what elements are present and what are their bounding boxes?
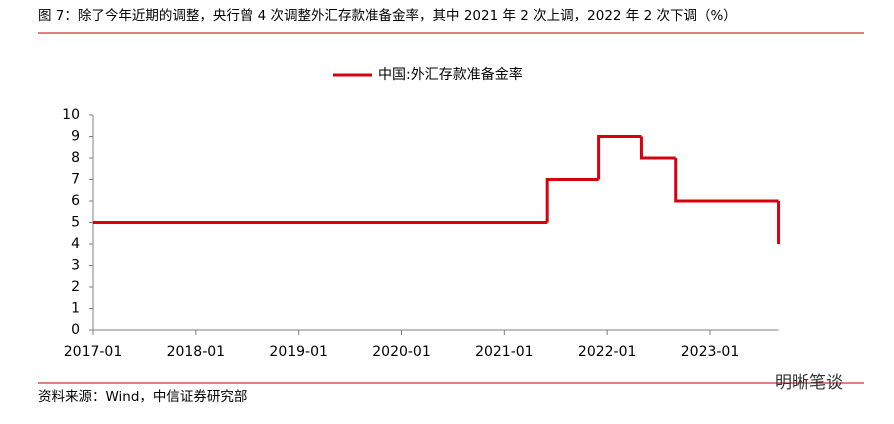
y-tick-label: 4 [71,236,80,252]
line-step [674,158,779,203]
chart-title: 图 7：除了今年近期的调整，央行曾 4 次调整外汇存款准备金率，其中 2021 … [38,7,737,24]
y-tick-label: 1 [71,301,80,317]
y-tick-label: 7 [71,172,80,188]
line-step [597,135,642,180]
x-tick-label: 2020-01 [372,344,431,360]
y-tick-label: 2 [71,279,80,295]
line-step [545,178,599,223]
x-tick-label: 2018-01 [167,344,226,360]
line-step [639,136,676,160]
x-tick-label: 2021-01 [475,344,534,360]
source: 资料来源：Wind，中信证券研究部 [38,389,247,405]
y-tick-label: 9 [71,129,80,145]
watermark: 明晰笔谈 [775,373,843,393]
x-tick-label: 2023-01 [681,344,740,360]
y-tick-label: 5 [71,215,80,231]
y-tick-label: 8 [71,150,80,166]
y-tick-label: 3 [71,258,80,274]
x-tick-label: 2019-01 [269,344,328,360]
x-tick-label: 2022-01 [578,344,637,360]
legend-label: 中国:外汇存款准备金率 [378,66,523,83]
y-tick-label: 0 [71,322,80,338]
y-tick-label: 6 [71,193,80,209]
y-tick-label: 10 [62,107,80,123]
x-tick-label: 2017-01 [64,344,123,360]
